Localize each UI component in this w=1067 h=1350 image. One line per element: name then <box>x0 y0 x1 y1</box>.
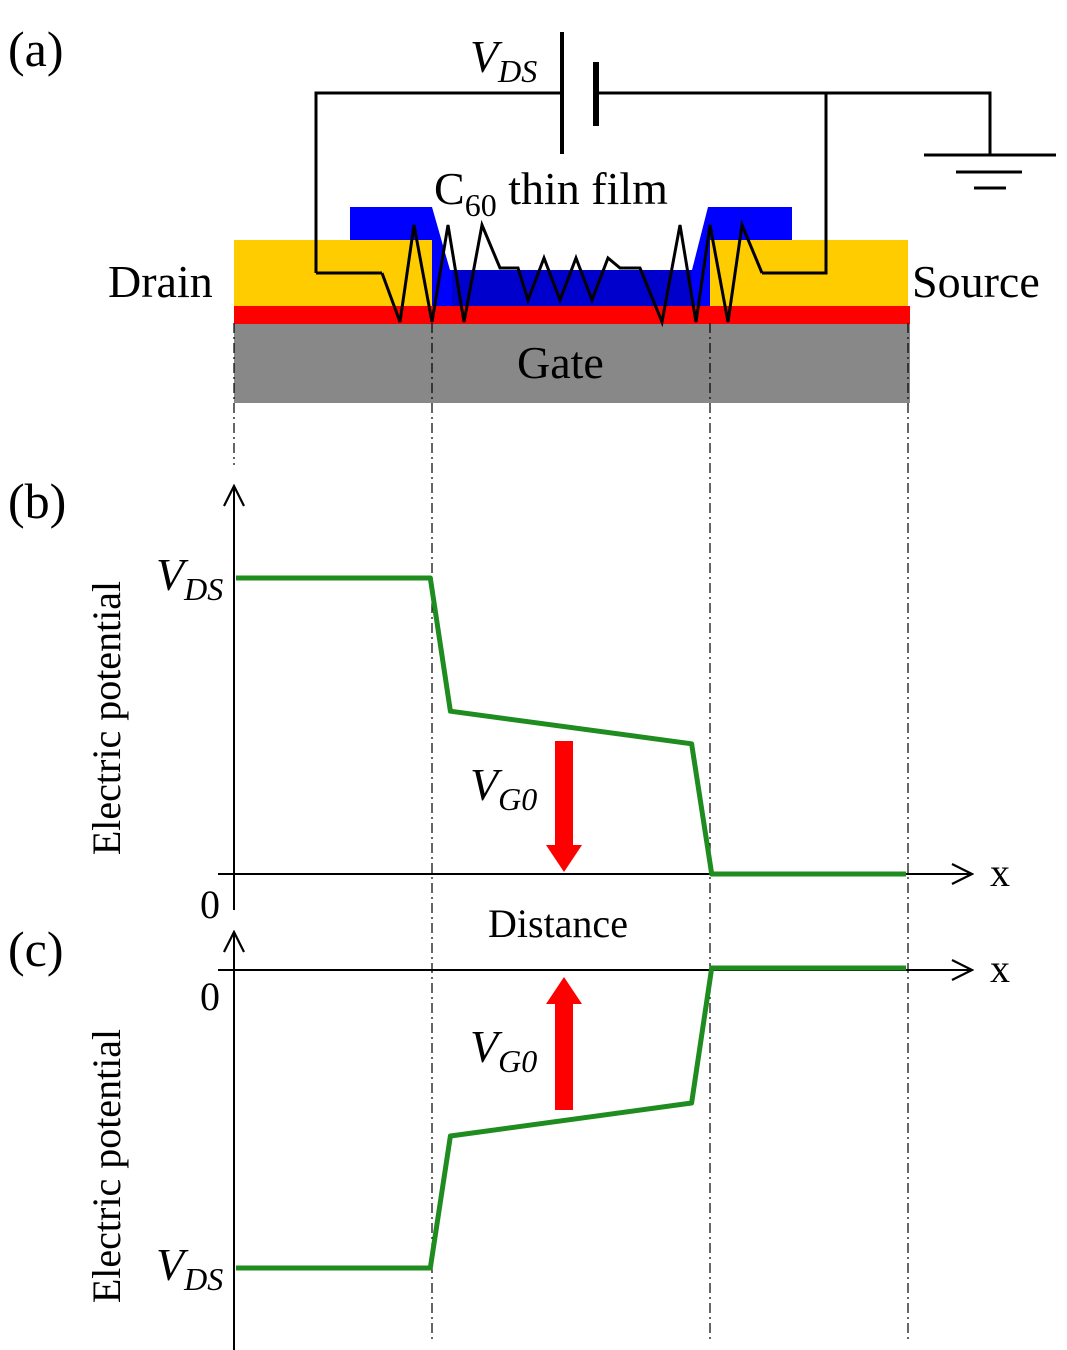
gate-layer <box>234 323 910 403</box>
dielectric-layer <box>234 306 910 324</box>
vds-battery-label: VDS <box>470 31 537 89</box>
source-label: Source <box>912 256 1040 307</box>
plot-c-xlabel: x <box>990 946 1010 991</box>
gate-label: Gate <box>517 337 604 388</box>
plot-c-vg0-arrow <box>546 977 582 1110</box>
circuit-wire <box>314 91 992 275</box>
plot-c-potential-curve <box>236 965 906 1271</box>
plot-c-axes <box>218 932 972 1350</box>
plot-b-vg0-arrow <box>546 741 582 872</box>
plot-b-ytick-vds: VDS <box>156 549 223 607</box>
battery-symbol <box>560 32 599 154</box>
plot-c-vg0-label: VG0 <box>470 1021 537 1079</box>
plot-c-zero-label: 0 <box>200 974 220 1019</box>
drain-label: Drain <box>108 256 213 307</box>
plot-c-ytick-vds: VDS <box>156 1239 223 1297</box>
panel-label-a: (a) <box>8 21 64 77</box>
panel-label-b: (b) <box>8 473 66 529</box>
plot-b-potential-curve <box>236 575 906 877</box>
plot-b-vg0-label: VG0 <box>470 759 537 817</box>
ground-symbol <box>924 153 1056 190</box>
alignment-guides <box>233 323 909 1340</box>
plot-b-xlabel: x <box>990 850 1010 895</box>
plot-b-zero-label: 0 <box>200 882 220 927</box>
plot-b-xtitle: Distance <box>488 901 628 946</box>
channel-region <box>452 270 692 306</box>
film-label: C60 thin film <box>434 163 668 223</box>
resistor-network <box>380 219 764 328</box>
panel-label-c: (c) <box>8 921 64 977</box>
plot-b-axes <box>218 486 972 910</box>
plot-c-ylabel: Electric potential <box>84 1029 129 1303</box>
plot-b-ylabel: Electric potential <box>84 581 129 855</box>
